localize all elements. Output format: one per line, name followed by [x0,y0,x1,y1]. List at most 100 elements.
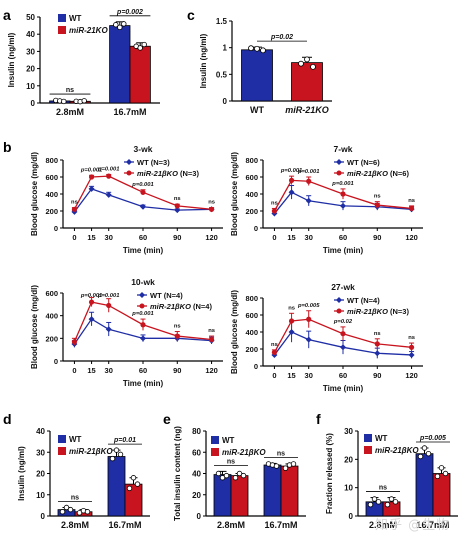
x-tick-label: 16.7mM [416,520,449,530]
legend-label: WT (N=4) [347,296,380,305]
data-point [273,463,280,469]
significance-label: ns [208,200,215,206]
legend-marker [336,297,342,303]
legend: WT (N=4) miR-21βKO (N=4) [137,291,212,311]
y-tick-label: 400 [45,312,58,321]
y-tick-label: 40 [36,427,45,436]
legend-label: miR-21βKO (N=4) [150,302,212,311]
y-axis-label: Insulin (ng/ml) [7,32,16,87]
legend-label: miR-21βKO (N=6) [347,169,409,178]
significance-label: ns [71,200,78,206]
y-tick-label: 0 [254,224,258,233]
y-axis-label: Insulin (ng/ml) [199,33,208,88]
bar [230,475,249,517]
y-tick-label: 0 [41,512,46,521]
significance-label: p=0.001 [331,181,353,187]
legend: WT (N=3) miR-21βKO (N=3) [124,158,199,178]
legend-label: miR-21KO [69,26,108,35]
data-point [236,470,243,477]
data-point [388,496,395,502]
legend-swatch [58,14,66,22]
legend-marker [336,170,342,176]
series-line [273,191,412,214]
panel-letter-e: e [163,411,171,427]
data-point [374,350,381,357]
bar [241,49,273,102]
x-tick-label: 15 [287,233,295,242]
significance-label: p=0.001 [280,168,302,174]
bar-chart-e: 0 20 40 60 80 Total insulin content (ng) 2.8mM… [173,426,306,530]
y-tick-label: 600 [45,289,58,298]
y-tick-label: 0 [197,512,202,521]
data-point [208,336,215,343]
y-tick-label: 800 [45,156,58,165]
bar-chart-c: 0 0.5 1 1.5 Insulin (ng/ml) WT miR-21KO p=0.02 [199,17,332,115]
data-point [174,203,180,209]
x-tick-label: 0 [272,233,276,242]
data-point [126,485,133,492]
data-point [113,447,120,453]
panel-letter-a: a [3,7,11,23]
x-tick-label: 2.8mM [369,520,397,530]
data-point [442,470,449,477]
legend: WT (N=4) miR-21βKO (N=3) [334,296,409,316]
significance-label: ns [66,87,74,94]
data-point [438,465,445,471]
legend-swatch [58,26,66,34]
legend: WT miR-21βKO [364,434,419,455]
data-point [137,45,143,51]
data-point [434,473,441,480]
data-point [105,191,112,198]
chart-title: 7-wk [334,144,353,154]
significance-label: ns [408,335,415,341]
legend-swatch [58,435,66,443]
data-point [140,335,146,342]
legend-label: miR-21βKO [222,448,266,457]
chart-title: 10-wk [131,277,155,287]
data-point [63,504,70,511]
x-tick-label: WT [250,105,264,115]
bar [263,464,282,517]
x-tick-label: 120 [205,233,218,242]
y-tick-label: 800 [245,294,258,303]
significance-label: p=0.001 [80,293,102,299]
bar-chart-f: 0 10 20 30 Fraction released (%) 2.8mM ns 16.7m… [325,427,458,530]
significance-label: ns [271,342,278,348]
legend-label: WT (N=6) [347,158,380,167]
significance-label: ns [408,198,415,204]
y-tick-label: 400 [245,190,258,199]
significance-label: ns [374,331,381,337]
legend-marker [126,170,132,176]
data-point [340,344,346,351]
y-tick-label: 200 [45,207,58,216]
legend-marker [126,159,132,165]
x-tick-label: 120 [405,371,418,380]
y-tick-label: 600 [245,311,258,320]
x-tick-label: 2.8mM [217,520,245,530]
legend: WT miR-21KO [58,14,108,35]
significance-label: p=0.005 [419,435,446,442]
significance-label: p=0.001 [97,166,119,172]
data-point [71,206,78,212]
significance-label: p=0.002 [116,9,143,16]
legend-label: WT (N=3) [137,158,170,167]
bar-chart-d: 0 10 20 30 40 Insulin (ng/ml) 2.8mM ns 16.7mM p=0… [17,427,150,530]
y-tick-label: 10 [26,82,35,91]
data-point [109,455,116,462]
data-point [306,316,312,322]
x-tick-label: 0 [72,233,76,242]
series-line [73,318,212,345]
data-point [88,299,95,305]
data-point [61,98,67,105]
legend-label: miR-21βKO (N=3) [347,307,409,316]
data-point [113,22,119,28]
y-axis-label: Blood glucose (mg/dl) [30,152,39,236]
y-tick-label: 0.5 [216,70,228,79]
x-tick-label: 16.7mM [108,520,141,530]
x-tick-label: 60 [339,233,347,242]
x-tick-label: 0 [272,371,276,380]
series-line [73,301,212,342]
data-point [121,21,127,27]
data-point [384,501,391,508]
x-axis-label: Time (min) [323,246,364,255]
